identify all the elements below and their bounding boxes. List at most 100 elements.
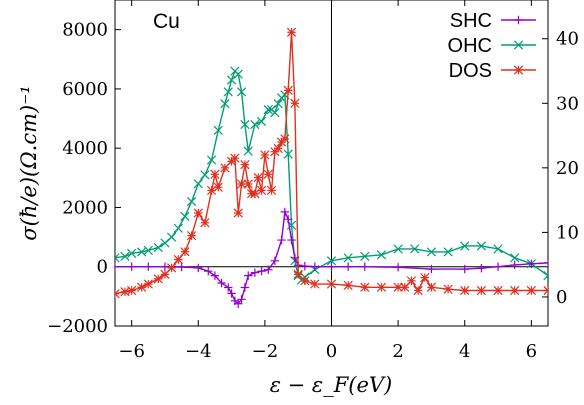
data-point-ohc (360, 251, 370, 261)
data-point-dos (166, 263, 177, 273)
data-point-dos (400, 282, 410, 292)
data-point-ohc (256, 116, 267, 127)
data-point-shc (327, 262, 336, 271)
data-point-shc (287, 235, 296, 245)
data-point-shc (360, 262, 370, 271)
data-point-dos (310, 279, 320, 289)
data-point-shc (310, 262, 320, 271)
data-point-shc (250, 268, 260, 277)
data-point-shc (160, 262, 170, 271)
legend-marker-ohc (513, 40, 524, 50)
data-point-ohc (173, 223, 183, 233)
data-point-ohc (193, 179, 203, 189)
data-point-dos (283, 85, 293, 96)
x-tick-label: −4 (185, 341, 212, 362)
data-point-ohc (393, 244, 403, 254)
data-point-ohc (343, 253, 353, 263)
data-point-dos (253, 172, 263, 183)
data-point-dos (263, 169, 273, 179)
data-point-shc (194, 263, 203, 273)
data-point-ohc (510, 253, 520, 263)
tick-labels: −6 −4 −2 0 2 4 6 −2000 0 2000 4000 6000 8000 0 10 20 30 4… (47, 20, 579, 362)
data-point-dos (210, 169, 220, 179)
data-point-dos (280, 134, 290, 144)
data-point-ohc (243, 146, 253, 156)
y-tick-label: 6000 (62, 79, 108, 100)
data-point-dos (220, 163, 230, 173)
y2-tick-label: 10 (556, 222, 579, 243)
data-point-dos (213, 182, 223, 192)
data-point-dos (460, 285, 470, 296)
data-point-shc (244, 271, 253, 280)
series-shc (115, 207, 548, 308)
y-tick-label: 2000 (62, 197, 108, 218)
data-point-dos (186, 230, 197, 241)
data-point-dos (206, 185, 217, 196)
data-point-ohc (213, 125, 223, 136)
data-point-dos (250, 189, 260, 199)
legend-marker-shc (514, 15, 523, 25)
data-point-ohc (250, 119, 260, 130)
data-point-ohc (476, 241, 487, 251)
data-point-dos (180, 247, 190, 257)
x-tick-label: −6 (118, 341, 145, 362)
data-point-ohc (410, 244, 420, 254)
y-tick-label: 0 (97, 257, 108, 278)
data-point-dos (493, 285, 503, 296)
data-point-dos (526, 285, 536, 296)
data-point-shc (224, 283, 233, 292)
data-point-dos (236, 179, 247, 189)
data-point-shc (527, 259, 536, 268)
data-point-shc (280, 207, 290, 217)
data-point-dos (286, 27, 297, 37)
data-point-dos (293, 269, 303, 279)
data-point-dos (443, 284, 453, 294)
series-dos (115, 27, 548, 299)
data-point-ohc (220, 99, 230, 109)
data-point-dos (266, 185, 277, 196)
x-tick-label: 2 (392, 341, 403, 362)
data-point-shc (234, 299, 243, 308)
data-point-dos (260, 150, 270, 160)
chart-annotation: Cu (153, 10, 180, 33)
data-point-ohc (153, 242, 163, 253)
data-point-shc (257, 266, 266, 276)
data-point-ohc (120, 251, 130, 261)
data-point-ohc (206, 155, 217, 165)
legend-label-ohc: OHC (448, 35, 492, 57)
data-point-ohc (186, 196, 197, 207)
data-point-dos (300, 276, 310, 286)
data-point-ohc (180, 211, 190, 221)
y2-tick-label: 20 (556, 158, 579, 179)
data-point-shc (300, 261, 310, 271)
data-point-dos (343, 280, 353, 290)
data-point-dos (273, 143, 283, 154)
data-point-shc (270, 256, 280, 265)
data-point-ohc (493, 244, 503, 254)
data-point-dos (326, 279, 337, 289)
data-point-dos (393, 282, 403, 292)
y-axis-label: σ(ħ/e)(Ω.cm)⁻¹ (17, 85, 41, 240)
data-point-ohc (460, 241, 470, 251)
data-point-dos (200, 218, 210, 228)
data-point-dos (476, 285, 487, 296)
series-line-ohc (115, 69, 548, 282)
data-point-dos (243, 179, 253, 189)
data-point-dos (127, 285, 137, 296)
data-point-dos (510, 285, 520, 296)
data-point-dos (115, 289, 120, 299)
y-tick-label: 8000 (62, 20, 108, 41)
data-point-dos (233, 208, 243, 218)
data-point-ohc (270, 107, 280, 118)
data-point-ohc (115, 253, 120, 263)
data-point-dos (137, 282, 147, 292)
data-point-shc (343, 262, 353, 271)
data-point-shc (115, 262, 120, 271)
data-point-shc (510, 260, 519, 270)
data-point-ohc (233, 69, 243, 79)
data-point-dos (230, 153, 240, 163)
x-tick-label: −2 (252, 341, 279, 362)
data-point-shc (127, 262, 136, 271)
data-point-dos (290, 98, 300, 108)
